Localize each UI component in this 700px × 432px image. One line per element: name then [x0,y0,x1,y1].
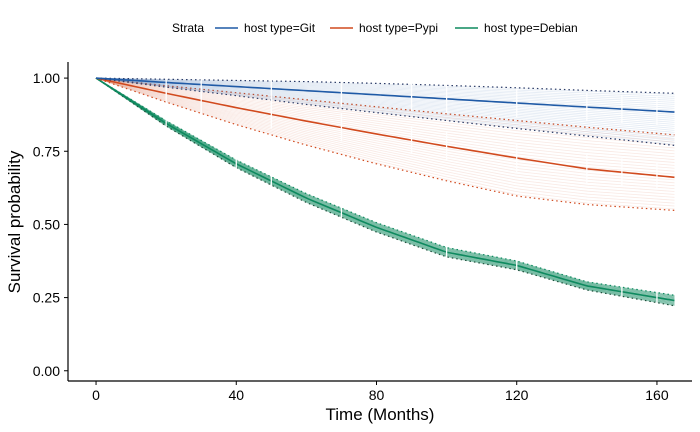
sample-curve [96,77,675,133]
sample-curve [95,77,675,139]
sample-curve [95,77,675,201]
sample-curve [96,77,675,127]
x-tick-label: 80 [369,387,385,403]
x-axis-title: Time (Months) [326,405,435,424]
sample-curve [96,77,675,123]
sample-curve [95,77,675,198]
series-pypi-line [95,77,675,179]
sample-curve [95,77,675,304]
legend: Strata host type=Git host type=Pypi host… [172,21,578,35]
series-debian-line [95,77,675,302]
sample-curve [96,77,675,97]
sample-curve [95,77,675,305]
sample-curve [96,77,675,109]
legend-label-debian: host type=Debian [484,21,578,35]
sample-curve [95,77,675,307]
series-debian [95,77,675,307]
sample-curve [95,77,675,204]
series-pypi-censor-marks [165,79,658,190]
sample-curve [96,77,675,105]
sample-curve [95,77,675,184]
legend-title: Strata [172,21,204,35]
sample-curve [96,77,675,111]
series-git [95,68,675,147]
sample-curve [95,77,675,135]
sample-curve [95,77,675,303]
x-tick-label: 160 [645,387,669,403]
sample-curve [95,77,675,192]
sample-curve [95,77,675,175]
sample-curve [95,77,675,141]
sample-curve [95,77,675,181]
sample-curve [96,77,675,101]
sample-curve [95,77,675,299]
series-pypi-sample-curves [95,77,675,210]
series-pypi [95,77,675,211]
sample-curve [95,77,675,160]
sample-curve [95,77,675,137]
sample-curve [95,77,675,143]
legend-label-git: host type=Git [244,21,316,35]
y-tick-label: 0.50 [33,216,60,232]
sample-curve [96,77,675,107]
sample-curve [95,77,675,137]
sample-curve [95,77,675,189]
sample-curve [96,77,675,129]
sample-curve [95,77,675,298]
sample-curve [95,77,675,140]
x-tick-label: 40 [228,387,244,403]
sample-curve [95,77,675,149]
plot-area [95,68,675,307]
y-tick-label: 0.00 [33,363,60,379]
series-pypi-ci-lower [95,77,675,211]
x-tick-label: 0 [92,387,100,403]
sample-curve [95,77,675,207]
sample-curve [95,77,675,146]
series-debian-censor-marks [165,115,658,306]
sample-curve [96,77,675,131]
sample-curve [95,77,675,163]
sample-curve [96,77,675,99]
series-git-ci-upper [96,77,675,94]
series-git-line [95,77,675,113]
sample-curve [95,77,675,306]
sample-curve [95,77,675,155]
y-tick-label: 0.25 [33,290,60,306]
y-axis-title: Survival probability [5,150,24,293]
x-tick-label: 120 [505,387,529,403]
sample-curve [95,77,675,195]
sample-curve [95,77,675,210]
y-tick-label: 0.75 [33,143,60,159]
sample-curve [95,77,675,166]
y-axis-ticks: 0.00 0.25 0.50 0.75 1.00 [33,70,68,379]
legend-label-pypi: host type=Pypi [359,21,438,35]
series-debian-ci-upper [95,77,675,296]
sample-curve [95,77,675,143]
series-git-censor-marks [165,68,658,126]
x-axis-ticks: 0 40 80 120 160 [92,381,669,403]
sample-curve [95,77,675,300]
y-tick-label: 1.00 [33,70,60,86]
sample-curve [95,77,675,152]
sample-curve [96,77,675,121]
sample-curve [95,77,675,178]
sample-curve [95,77,675,187]
sample-curve [96,77,675,103]
sample-curve [95,77,675,145]
sample-curve [95,77,675,158]
sample-curve [96,77,675,125]
